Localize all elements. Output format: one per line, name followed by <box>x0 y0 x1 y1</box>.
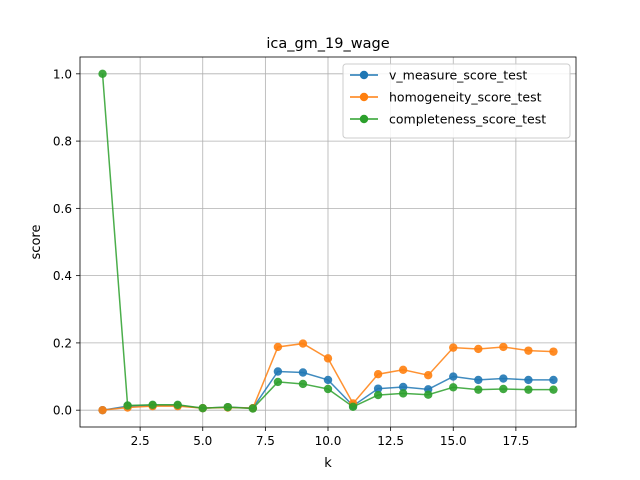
data-point <box>98 405 107 415</box>
data-point <box>373 390 383 400</box>
legend-label: v_measure_score_test <box>389 68 527 83</box>
data-point <box>348 402 358 412</box>
legend-item: homogeneity_score_test <box>350 90 542 105</box>
data-point <box>398 389 408 398</box>
data-point <box>273 367 283 376</box>
data-point <box>424 371 433 380</box>
y-tick-label: 0.6 <box>53 202 72 216</box>
legend-item: completeness_score_test <box>350 112 546 127</box>
data-point <box>323 354 333 363</box>
legend-marker <box>359 70 369 80</box>
chart-title: ica_gm_19_wage <box>266 36 389 52</box>
data-point <box>474 385 483 394</box>
data-point <box>499 384 508 394</box>
data-point <box>499 374 508 383</box>
x-tick-label: 2.5 <box>131 434 150 448</box>
data-point <box>373 384 383 393</box>
data-point <box>298 368 308 377</box>
y-tick-label: 1.0 <box>53 67 72 81</box>
data-point <box>98 69 107 79</box>
x-axis-title: k <box>324 456 332 471</box>
data-point <box>323 384 333 394</box>
data-point <box>273 377 283 387</box>
grid <box>80 57 576 427</box>
data-point <box>549 385 558 394</box>
x-tick-label: 17.5 <box>503 434 530 448</box>
data-point <box>298 379 308 389</box>
data-point <box>273 342 283 352</box>
data-point <box>549 347 558 356</box>
y-tick-label: 0.2 <box>53 336 72 350</box>
y-tick-label: 0.4 <box>53 269 72 283</box>
data-point <box>398 365 408 375</box>
x-tick-label: 5.0 <box>193 434 212 448</box>
data-point <box>449 343 458 352</box>
data-point <box>398 382 408 392</box>
x-tick-label: 10.0 <box>315 434 342 448</box>
data-point <box>198 403 207 413</box>
data-point <box>424 390 433 399</box>
data-point <box>449 372 458 381</box>
plot-series <box>98 69 558 415</box>
x-tick-label: 12.5 <box>377 434 404 448</box>
data-point <box>173 400 182 409</box>
data-point <box>373 369 383 379</box>
axis-ticks: 2.5 5.0 7.5 10.0 12.5 15.0 17.5 0.0 0.2 0.4 0.6 0.8… <box>53 67 529 448</box>
data-point <box>123 401 132 410</box>
data-point <box>449 383 458 392</box>
series-completeness_score_test <box>98 69 558 413</box>
data-point <box>474 375 483 385</box>
x-tick-label: 15.0 <box>440 434 467 448</box>
y-tick-label: 0.8 <box>53 135 72 149</box>
data-point <box>499 342 508 352</box>
data-point <box>223 402 232 412</box>
x-tick-label: 7.5 <box>256 434 275 448</box>
data-point <box>524 385 533 394</box>
data-point <box>248 404 258 413</box>
legend-item: v_measure_score_test <box>350 68 527 83</box>
legend-label: completeness_score_test <box>389 112 546 127</box>
legend-marker <box>359 114 369 124</box>
data-point <box>298 339 308 348</box>
data-point <box>524 375 533 385</box>
data-point <box>549 375 558 385</box>
data-point <box>474 344 483 354</box>
legend-label: homogeneity_score_test <box>389 90 542 105</box>
legend-box <box>342 63 571 139</box>
legend-marker <box>359 92 369 102</box>
legend: v_measure_score_test homogeneity_score_te… <box>342 63 571 139</box>
data-point <box>524 346 533 355</box>
y-tick-label: 0.0 <box>53 404 72 418</box>
data-point <box>148 400 157 409</box>
y-axis-title: score <box>29 225 44 260</box>
data-point <box>323 375 333 385</box>
